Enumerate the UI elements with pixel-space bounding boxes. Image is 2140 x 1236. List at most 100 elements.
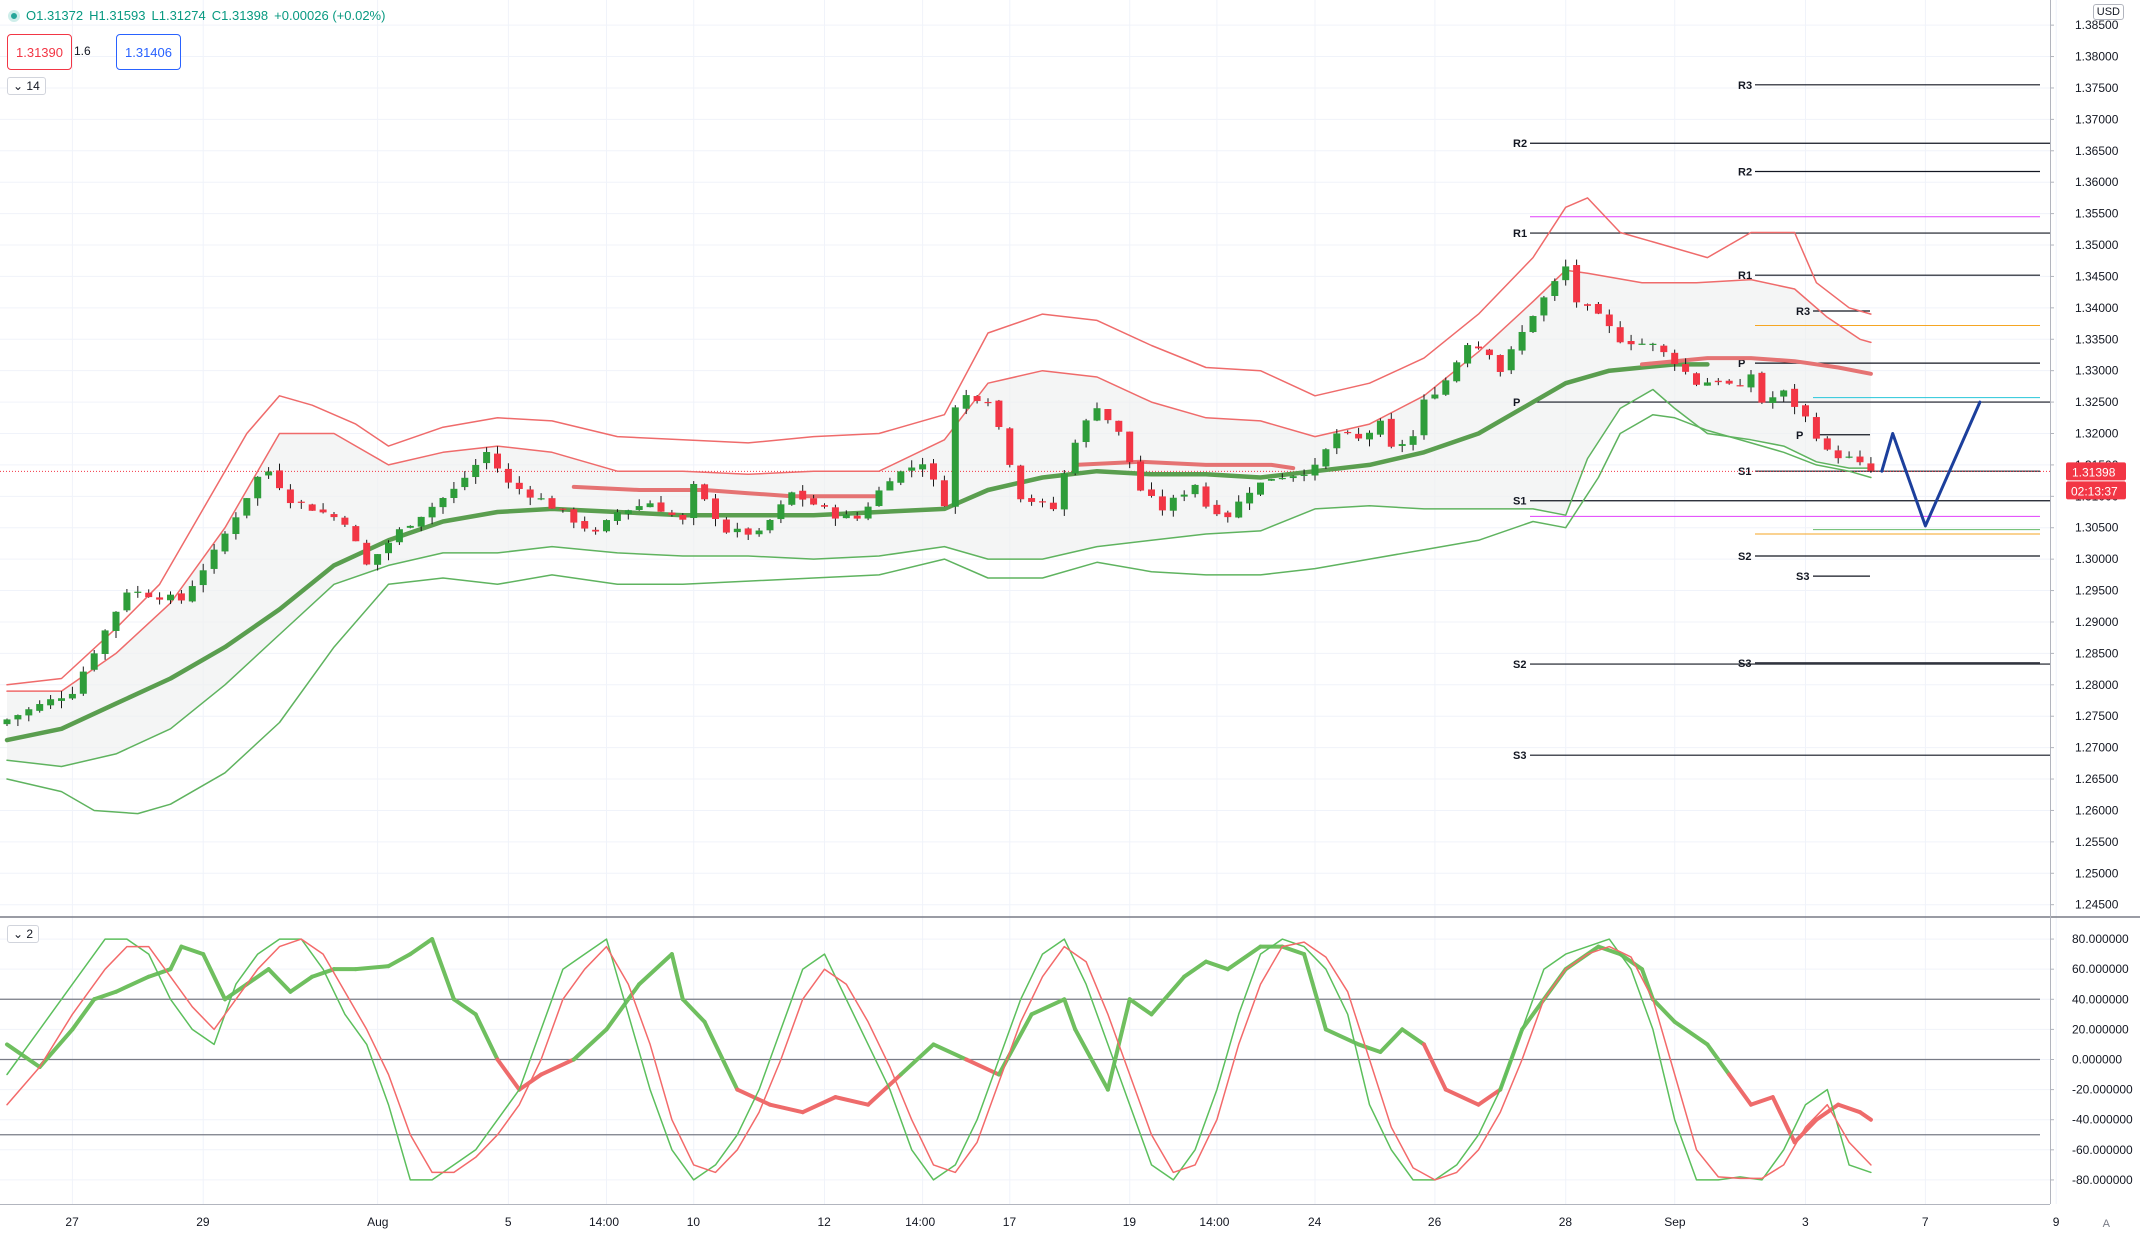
time-tick-label: 5	[505, 1215, 512, 1229]
candle-up	[1409, 436, 1417, 445]
candle-up	[875, 490, 883, 507]
candle-down	[1148, 489, 1155, 496]
lower-inner-band	[6, 388, 1872, 768]
candle-down	[1224, 512, 1232, 518]
candle-down	[363, 542, 371, 565]
oscillator-slow-line	[6, 938, 1872, 1181]
candle-up	[90, 653, 98, 670]
oscillator-layer	[0, 937, 2054, 1181]
pivot-label-s2: S2	[1513, 659, 1526, 671]
oscillator-main-segment	[1062, 997, 1078, 1032]
candle-down	[548, 498, 556, 509]
price-tick-label: 1.29500	[2075, 584, 2119, 598]
oscillator-main-segment	[669, 952, 685, 1002]
candle-up	[1431, 394, 1439, 399]
candle-down	[1725, 380, 1733, 384]
candle-down	[831, 507, 839, 519]
oscillator-collapse-button[interactable]: ⌄ 2	[7, 925, 40, 943]
lower-outer-band	[6, 413, 1872, 815]
candle-down	[145, 592, 153, 598]
time-tick-label: 28	[1559, 1215, 1573, 1229]
candle-up	[1376, 420, 1384, 435]
candle-down	[352, 526, 360, 542]
price-tick-label: 1.25000	[2075, 866, 2119, 880]
time-tick-label: 3	[1802, 1215, 1809, 1229]
candle-down	[1594, 303, 1602, 314]
candle-down	[1834, 450, 1842, 459]
ohlc-close: C1.31398	[211, 8, 269, 23]
oscillator-main-segment	[92, 989, 118, 1002]
currency-label[interactable]: USD	[2092, 4, 2124, 20]
candle-up	[766, 519, 774, 531]
candle-up	[646, 503, 654, 508]
candle-up	[243, 498, 251, 516]
candle-down	[1823, 438, 1831, 450]
candle-up	[755, 530, 763, 535]
oscillator-main-segment	[1836, 1102, 1862, 1115]
candle-up	[897, 471, 905, 483]
candle-up	[1289, 476, 1297, 479]
oscillator-main-segment	[996, 1012, 1034, 1077]
candle-down	[799, 490, 807, 500]
buy-button[interactable]: 1.31406	[116, 34, 181, 70]
candle-down	[1126, 431, 1134, 463]
candle-up	[3, 719, 11, 725]
sell-button[interactable]: 1.31390	[7, 34, 72, 70]
oscillator-main-segment	[353, 964, 391, 972]
candle-up	[1453, 362, 1461, 382]
forecast-path	[1880, 400, 1982, 528]
oscillator-main-segment	[1127, 997, 1154, 1017]
daily-pivot-label-p: P	[1796, 430, 1803, 442]
candle-down	[1682, 364, 1690, 372]
candle-up	[1420, 399, 1428, 436]
auto-scale-button[interactable]: A	[2102, 1218, 2110, 1230]
ohlc-low: L1.31274	[151, 8, 206, 23]
candle-up	[886, 481, 894, 491]
candle-down	[1693, 373, 1700, 385]
candle-down	[1627, 340, 1635, 345]
symbol-status-icon	[8, 9, 20, 22]
candle-up	[188, 586, 196, 602]
oscillator-main-segment	[179, 944, 206, 957]
candle-up	[265, 471, 273, 476]
candle-down	[1758, 372, 1766, 403]
oscillator-main-segment	[1400, 1027, 1426, 1047]
oscillator-main-segment	[1302, 952, 1328, 1032]
oscillator-main-segment	[168, 944, 184, 972]
oscillator-main-segment	[1280, 944, 1307, 957]
candle-up	[1747, 374, 1755, 388]
weekly-pivot-label-s1: S1	[1738, 466, 1751, 478]
candle-down	[504, 468, 512, 483]
candle-down	[984, 401, 992, 404]
oscillator-tick-label: 0.000000	[2072, 1052, 2122, 1066]
price-tick-label: 1.27500	[2075, 709, 2119, 723]
oscillator-main-segment	[1225, 944, 1263, 972]
price-tick-label: 1.32500	[2075, 395, 2119, 409]
candle-up	[461, 477, 469, 488]
oscillator-main-segment	[1520, 997, 1546, 1032]
time-tick-label: 14:00	[1199, 1215, 1229, 1229]
candle-up	[385, 542, 392, 554]
candle-up	[79, 671, 87, 694]
oscillator-main-segment	[604, 982, 642, 1032]
candle-up	[1246, 492, 1254, 504]
candle-up	[374, 554, 382, 565]
weekly-pivot-label-r3: R3	[1738, 80, 1752, 92]
pivot-label-r2: R2	[1513, 138, 1527, 150]
weekly-pivot-label-p: P	[1738, 358, 1745, 370]
candle-down	[1104, 409, 1112, 421]
price-tick-label: 1.30000	[2075, 552, 2119, 566]
midline-green	[4, 362, 1710, 743]
oscillator-main-segment	[495, 1057, 522, 1092]
candle-down	[1867, 463, 1875, 471]
candle-up	[864, 506, 872, 519]
oscillator-main-segment	[1356, 1042, 1383, 1054]
time-tick-label: 12	[818, 1215, 832, 1229]
oscillator-tick-label: 40.000000	[2072, 992, 2129, 1006]
price-tick-label: 1.26500	[2075, 772, 2119, 786]
candle-up	[123, 592, 131, 611]
oscillator-main-segment	[1476, 1087, 1503, 1107]
oscillator-tick-label: 20.000000	[2072, 1022, 2129, 1036]
indicator-collapse-button[interactable]: ⌄ 14	[7, 77, 46, 95]
